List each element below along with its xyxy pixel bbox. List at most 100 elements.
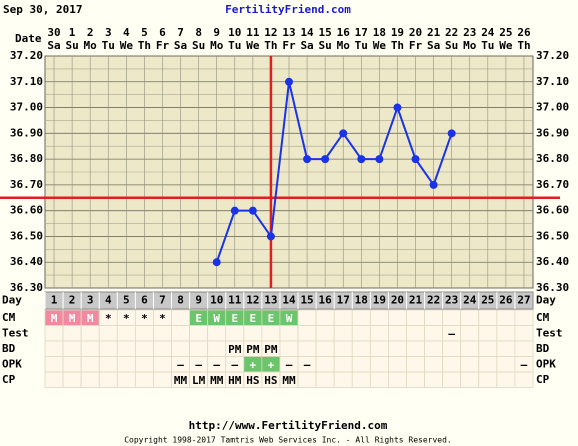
row-cell bbox=[496, 325, 516, 342]
weekday-label: Su bbox=[65, 39, 78, 52]
date-label: 3 bbox=[105, 26, 112, 39]
row-cell-text: – bbox=[195, 358, 202, 371]
row-cell bbox=[388, 356, 407, 373]
temp-point bbox=[303, 155, 312, 164]
date-label: 24 bbox=[481, 26, 495, 39]
temp-point bbox=[266, 232, 275, 241]
date-label: 25 bbox=[499, 26, 512, 39]
y-tick-label-right: 36.70 bbox=[536, 178, 569, 191]
weekday-label: We bbox=[246, 39, 260, 52]
weekday-label: Tu bbox=[228, 39, 241, 52]
row-cell bbox=[153, 325, 172, 342]
row-cell bbox=[496, 356, 516, 373]
y-tick-label: 37.00 bbox=[10, 101, 43, 114]
row-cell bbox=[369, 340, 389, 357]
date-label: 16 bbox=[337, 26, 351, 39]
row-cell bbox=[134, 325, 154, 342]
row-cell bbox=[406, 340, 425, 357]
row-cell-text: HS bbox=[246, 374, 259, 387]
row-cell bbox=[369, 356, 389, 373]
weekday-label: We bbox=[373, 39, 387, 52]
row-cell bbox=[514, 325, 534, 342]
row-cell bbox=[369, 309, 389, 326]
row-cell bbox=[207, 325, 227, 342]
row-label-right: CM bbox=[536, 311, 550, 324]
date-label: 9 bbox=[213, 26, 220, 39]
row-cell bbox=[80, 340, 100, 357]
row-label: Test bbox=[2, 326, 29, 339]
row-cell bbox=[98, 356, 118, 373]
day-number: 15 bbox=[300, 294, 313, 307]
date-label: 8 bbox=[195, 26, 202, 39]
row-cell bbox=[369, 371, 389, 388]
row-label: OPK bbox=[2, 357, 22, 370]
day-number: 13 bbox=[264, 294, 277, 307]
row-cell bbox=[388, 309, 407, 326]
row-cell-text: + bbox=[268, 358, 275, 371]
row-cell bbox=[478, 325, 498, 342]
row-cell bbox=[388, 325, 407, 342]
row-cell bbox=[460, 356, 480, 373]
weekday-label: We bbox=[499, 39, 513, 52]
row-cell bbox=[442, 309, 462, 326]
row-cell bbox=[98, 371, 118, 388]
weekday-label: Sa bbox=[427, 39, 440, 52]
temp-line bbox=[215, 81, 453, 263]
row-cell-text: W bbox=[213, 312, 220, 325]
row-cell bbox=[315, 340, 335, 357]
row-cell-text: E bbox=[268, 312, 275, 325]
row-cell-text: – bbox=[231, 358, 238, 371]
date-label: 4 bbox=[123, 26, 130, 39]
date-label: 12 bbox=[264, 26, 277, 39]
row-cell bbox=[424, 340, 444, 357]
day-number: 14 bbox=[282, 294, 296, 307]
row-cell-text: PM bbox=[264, 343, 278, 356]
weekday-label: Fr bbox=[409, 39, 423, 52]
row-cell bbox=[388, 340, 407, 357]
weekday-label: Mo bbox=[337, 39, 351, 52]
row-cell bbox=[333, 371, 353, 388]
row-cell-text: * bbox=[105, 312, 112, 325]
day-number: 18 bbox=[355, 294, 368, 307]
temp-point bbox=[248, 206, 257, 215]
row-cell bbox=[62, 325, 82, 342]
row-cell bbox=[189, 340, 209, 357]
row-cell bbox=[225, 325, 245, 342]
row-cell bbox=[333, 325, 353, 342]
row-cell bbox=[315, 325, 335, 342]
weekday-label: Su bbox=[192, 39, 205, 52]
date-label: 17 bbox=[355, 26, 368, 39]
row-cell-text: MM bbox=[210, 374, 224, 387]
row-cell-text: PM bbox=[228, 343, 242, 356]
weekday-label: Fr bbox=[156, 39, 170, 52]
day-number: 9 bbox=[195, 294, 202, 307]
row-cell bbox=[351, 356, 371, 373]
row-cell bbox=[171, 340, 190, 357]
row-cell bbox=[315, 371, 335, 388]
row-cell bbox=[406, 309, 425, 326]
day-number: 20 bbox=[391, 294, 404, 307]
weekday-label: Mo bbox=[84, 39, 98, 52]
day-number: 17 bbox=[337, 294, 350, 307]
date-label: 14 bbox=[300, 26, 314, 39]
row-cell-text: – bbox=[286, 358, 293, 371]
row-cell bbox=[496, 340, 516, 357]
row-cell bbox=[351, 309, 371, 326]
row-cell bbox=[44, 340, 64, 357]
day-number: 11 bbox=[228, 294, 242, 307]
day-number: 21 bbox=[409, 294, 423, 307]
date-label: 10 bbox=[228, 26, 241, 39]
row-cell bbox=[406, 356, 425, 373]
row-cell bbox=[424, 325, 444, 342]
row-cell-text: – bbox=[213, 358, 220, 371]
row-cell bbox=[98, 325, 118, 342]
row-cell bbox=[297, 325, 317, 342]
day-number: 25 bbox=[481, 294, 494, 307]
row-cell bbox=[207, 340, 227, 357]
row-cell bbox=[297, 340, 317, 357]
y-tick-label: 36.80 bbox=[10, 152, 43, 165]
row-cell bbox=[424, 309, 444, 326]
row-cell bbox=[460, 325, 480, 342]
row-cell bbox=[297, 309, 317, 326]
day-number: 27 bbox=[517, 294, 530, 307]
